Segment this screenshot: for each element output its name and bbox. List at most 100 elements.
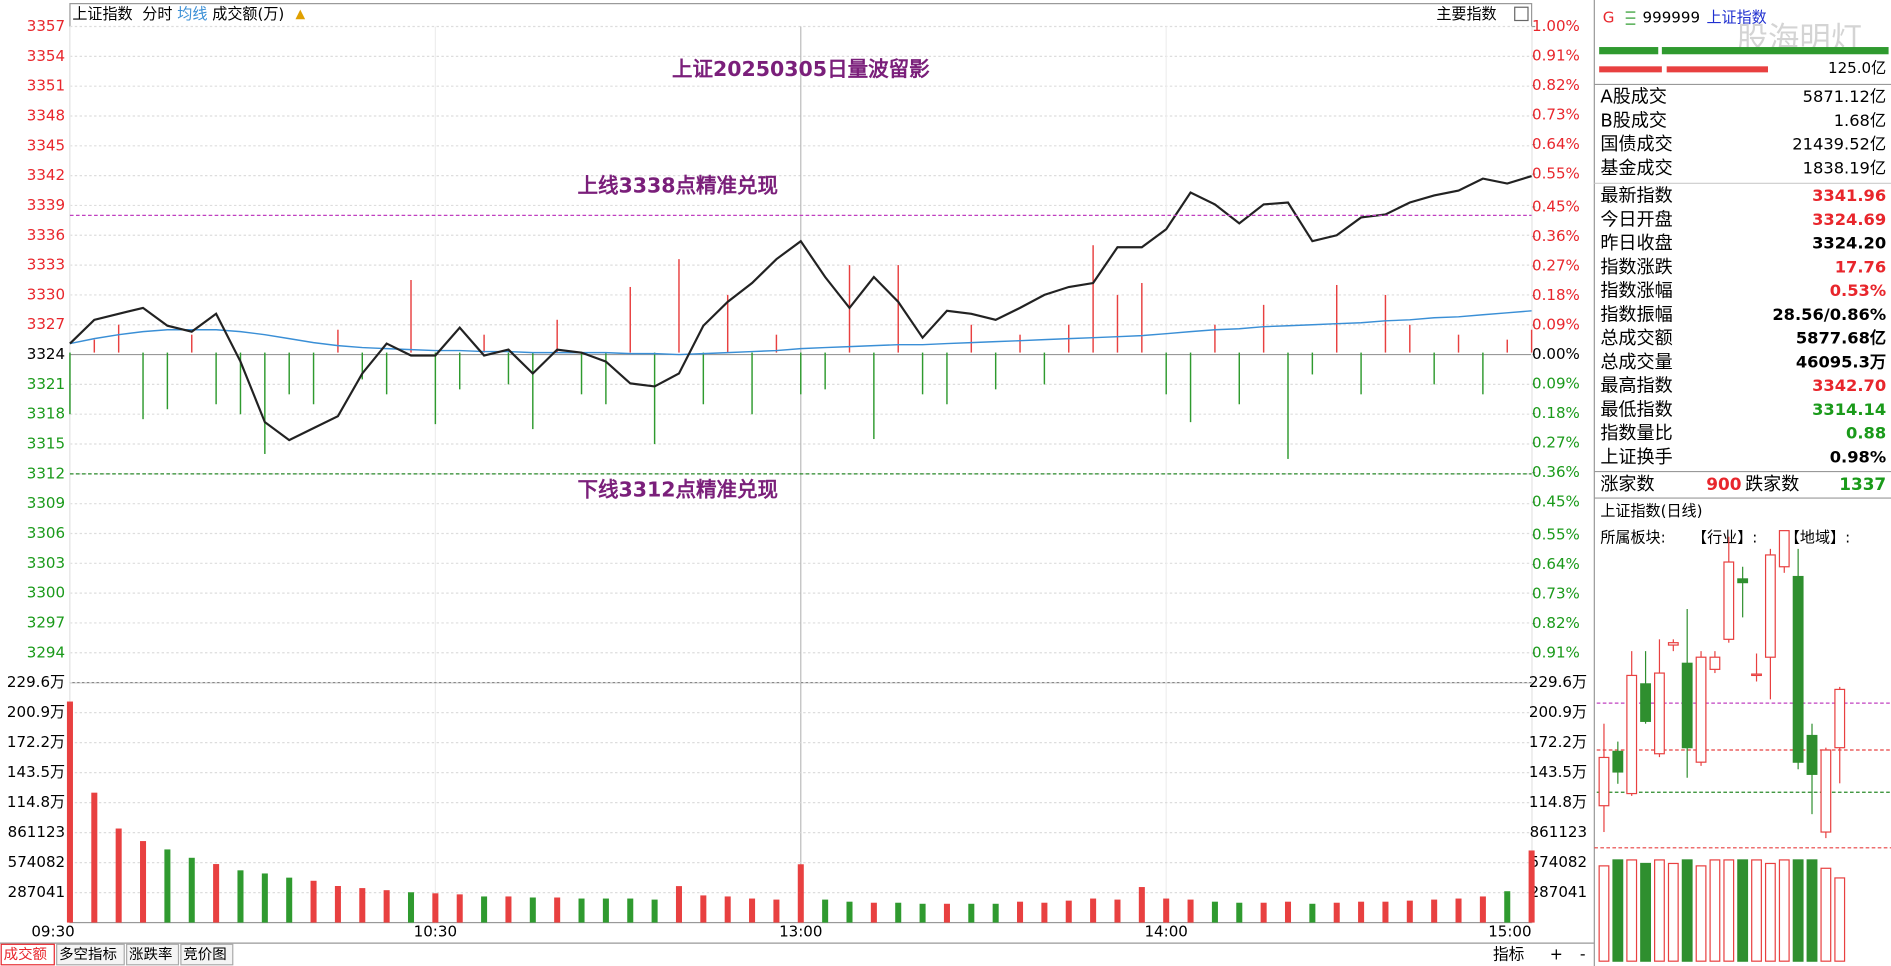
footer-tab-box[interactable] bbox=[180, 943, 234, 966]
price-line bbox=[69, 310, 1532, 356]
alert-icon[interactable] bbox=[295, 9, 306, 20]
y-tick-label: 172.2万 bbox=[7, 733, 65, 751]
footer-tab[interactable]: 成交额 bbox=[4, 945, 48, 963]
volume-bar bbox=[188, 857, 195, 923]
y-tick-label: 3303 bbox=[27, 554, 65, 572]
daily-volume-bar bbox=[1640, 862, 1652, 962]
quote-label: 指数涨跌 bbox=[1600, 257, 1672, 278]
daily-volume-bar bbox=[1667, 862, 1679, 962]
footer-tab[interactable]: 涨跌率 bbox=[129, 946, 172, 963]
price-line bbox=[69, 175, 1532, 442]
candle-body bbox=[1695, 656, 1707, 763]
down-count: 1337 bbox=[1839, 474, 1886, 494]
volume-bar bbox=[724, 896, 731, 923]
volume-bar bbox=[919, 903, 926, 923]
x-tick-label: 15:00 bbox=[1488, 923, 1531, 941]
volume-bar bbox=[992, 903, 999, 923]
quote-label: A股成交 bbox=[1600, 87, 1667, 108]
up-label: 涨家数 bbox=[1600, 474, 1654, 495]
annotation: 上线3338点精准兑现 bbox=[577, 173, 778, 197]
quote-label: 最低指数 bbox=[1600, 399, 1672, 420]
y2-tick-label: 0.73% bbox=[1532, 585, 1580, 603]
candle-body bbox=[1737, 578, 1749, 584]
panel-icon[interactable] bbox=[1514, 6, 1529, 22]
footer-button[interactable]: - bbox=[1580, 945, 1586, 964]
footer-button[interactable]: 指标 bbox=[1493, 945, 1524, 964]
daily-volume-bar bbox=[1737, 859, 1749, 962]
y-tick-label: 143.5万 bbox=[7, 763, 65, 781]
quote-label: 指数量比 bbox=[1600, 423, 1672, 444]
volume-bar bbox=[822, 899, 829, 923]
volume-bar bbox=[1382, 901, 1389, 923]
candle-body bbox=[1792, 575, 1804, 763]
y2-tick-label: 200.9万 bbox=[1529, 703, 1587, 721]
footer-button[interactable]: + bbox=[1550, 945, 1563, 964]
volume-bar bbox=[286, 877, 293, 923]
sector-region: 【地域】: bbox=[1785, 528, 1850, 546]
volume-bar bbox=[529, 897, 536, 923]
y-tick-label: 3330 bbox=[27, 285, 65, 303]
y-tick-label: 3342 bbox=[27, 166, 65, 184]
y2-tick-label: 0.91% bbox=[1532, 47, 1580, 65]
header-mode[interactable]: 分时 bbox=[142, 5, 172, 23]
volume-bar bbox=[797, 864, 804, 923]
quote-value: 3314.14 bbox=[1812, 400, 1886, 419]
y-tick-label: 3321 bbox=[27, 375, 65, 393]
avg-legend[interactable]: 均线 bbox=[177, 5, 207, 23]
volume-bar bbox=[407, 892, 415, 923]
quote-value: 3341.96 bbox=[1812, 186, 1886, 205]
index-button[interactable]: 主要指数 bbox=[1436, 5, 1496, 23]
daily-volume-bar bbox=[1806, 859, 1818, 962]
quote-value: 1838.19亿 bbox=[1803, 158, 1887, 177]
quote-label: 最高指数 bbox=[1600, 376, 1672, 397]
y2-tick-label: 0.45% bbox=[1532, 197, 1580, 215]
y-tick-label: 3315 bbox=[27, 435, 65, 453]
footer-tab-box[interactable] bbox=[126, 943, 180, 966]
y-tick-label: 3348 bbox=[27, 106, 65, 124]
volume-bar bbox=[749, 898, 756, 923]
flow-bar bbox=[1666, 66, 1768, 73]
volume-bar bbox=[66, 701, 73, 923]
volume-bar bbox=[1211, 901, 1218, 923]
menu-icon[interactable] bbox=[1625, 11, 1636, 25]
volume-bar bbox=[115, 828, 122, 923]
footer-tab-box[interactable] bbox=[0, 943, 55, 966]
y-tick-label: 3345 bbox=[27, 136, 65, 154]
candle-body bbox=[1723, 561, 1735, 640]
volume-bar bbox=[237, 870, 244, 923]
y-tick-label: 3336 bbox=[27, 226, 65, 244]
flow-bar bbox=[1599, 47, 1659, 55]
daily-volume-bar bbox=[1598, 865, 1610, 962]
y2-tick-label: 0.64% bbox=[1532, 135, 1580, 153]
quote-label: 上证换手 bbox=[1600, 447, 1672, 468]
amount: 125.0亿 bbox=[1828, 59, 1886, 77]
quote-label: 指数振幅 bbox=[1600, 304, 1672, 325]
daily-volume-bar bbox=[1751, 859, 1762, 962]
volume-bar bbox=[846, 901, 853, 923]
daily-volume-bar bbox=[1695, 865, 1707, 962]
volume-bar bbox=[140, 841, 147, 923]
volume-title[interactable]: 成交额(万) bbox=[212, 5, 284, 23]
y2-tick-label: 114.8万 bbox=[1529, 793, 1587, 811]
y-tick-label: 3312 bbox=[27, 464, 65, 482]
candle-body bbox=[1654, 672, 1665, 755]
y-tick-label: 3309 bbox=[27, 494, 65, 512]
x-tick-label: 10:30 bbox=[414, 923, 457, 941]
quote-value: 46095.3万 bbox=[1796, 352, 1886, 371]
volume-bar bbox=[554, 897, 561, 923]
volume-bar bbox=[1309, 903, 1316, 923]
quote-label: 指数涨幅 bbox=[1600, 281, 1672, 302]
daily-volume-bar bbox=[1654, 859, 1665, 962]
volume-bar bbox=[1455, 898, 1462, 923]
y-tick-label: 3300 bbox=[27, 584, 65, 602]
volume-bar bbox=[164, 849, 171, 923]
sector-industry: 【行业】: bbox=[1692, 528, 1757, 546]
footer-tab[interactable]: 多空指标 bbox=[59, 946, 117, 963]
footer-tab[interactable]: 竞价图 bbox=[183, 945, 226, 963]
quote-label: 基金成交 bbox=[1600, 158, 1672, 179]
volume-bar bbox=[432, 893, 439, 923]
footer-tab-box[interactable] bbox=[56, 943, 125, 966]
y-tick-label: 3324 bbox=[27, 345, 65, 363]
y2-tick-label: 0.82% bbox=[1532, 614, 1580, 632]
